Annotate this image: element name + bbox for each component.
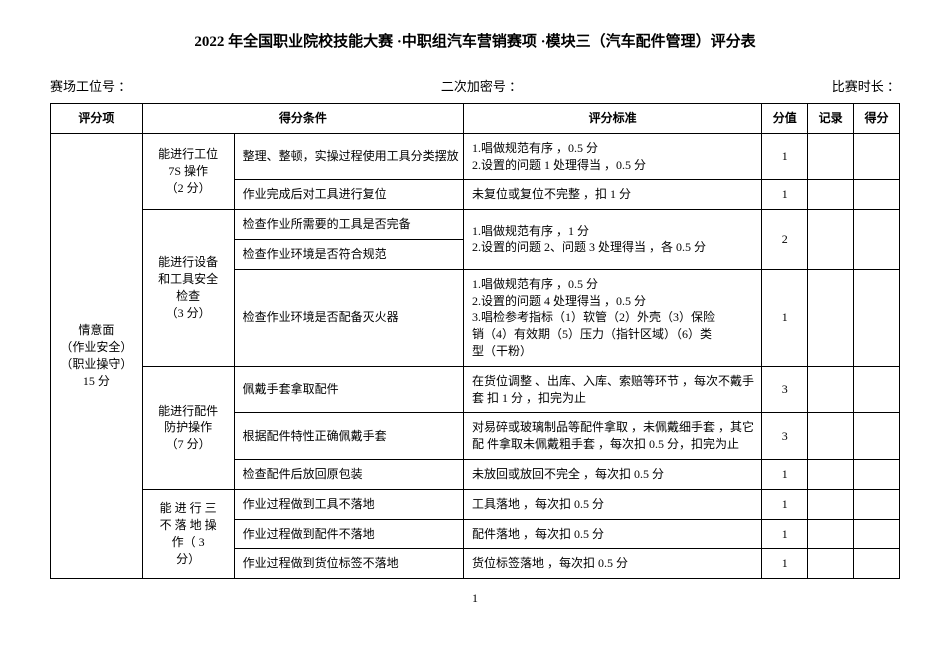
cell-record	[808, 519, 854, 549]
cell-record	[808, 489, 854, 519]
cell-score: 3	[762, 413, 808, 460]
cell-subcategory: 能进行设备和工具安全检查（3 分）	[142, 210, 234, 367]
cell-condition: 检查作业环境是否配备灭火器	[234, 269, 463, 366]
cell-condition: 检查作业所需要的工具是否完备	[234, 210, 463, 240]
cell-category: 情意面（作业安全）（职业操守）15 分	[51, 133, 143, 578]
cell-standard: 1.唱做规范有序 ，0.5 分2.设置的问题 1 处理得当 ，0.5 分	[464, 133, 762, 180]
cell-score: 3	[762, 366, 808, 413]
cell-standard: 货位标签落地 ，每次扣 0.5 分	[464, 549, 762, 579]
header-row: 赛场工位号 ： 二次加密号 ： 比赛时长 ：	[50, 76, 900, 95]
table-row: 能进行配件防护操作（7 分） 佩戴手套拿取配件 在货位调整 、出库、入库、索赔等…	[51, 366, 900, 413]
page-title: 2022 年全国职业院校技能大赛 ·中职组汽车营销赛项 ·模块三（汽车配件管理）…	[50, 30, 900, 51]
col-record: 记录	[808, 104, 854, 134]
cell-got	[854, 519, 900, 549]
cell-got	[854, 413, 900, 460]
cell-score: 2	[762, 210, 808, 270]
cell-standard: 对易碎或玻璃制品等配件拿取 ，未佩戴细手套 ，其它配 件拿取未佩戴粗手套 ，每次…	[464, 413, 762, 460]
cell-standard: 1.唱做规范有序 ，1 分2.设置的问题 2、问题 3 处理得当 ，各 0.5 …	[464, 210, 762, 270]
header-right: 比赛时长 ：	[832, 76, 900, 95]
cell-condition: 检查配件后放回原包装	[234, 459, 463, 489]
cell-subcategory: 能进行配件防护操作（7 分）	[142, 366, 234, 489]
cell-standard: 未复位或复位不完整 ，扣 1 分	[464, 180, 762, 210]
cell-got	[854, 133, 900, 180]
score-table: 评分项 得分条件 评分标准 分值 记录 得分 情意面（作业安全）（职业操守）15…	[50, 103, 900, 579]
cell-standard: 配件落地 ，每次扣 0.5 分	[464, 519, 762, 549]
cell-score: 1	[762, 269, 808, 366]
cell-score: 1	[762, 519, 808, 549]
cell-got	[854, 489, 900, 519]
cell-condition: 根据配件特性正确佩戴手套	[234, 413, 463, 460]
cell-standard: 未放回或放回不完全 ，每次扣 0.5 分	[464, 459, 762, 489]
cell-record	[808, 133, 854, 180]
cell-condition: 佩戴手套拿取配件	[234, 366, 463, 413]
cell-score: 1	[762, 549, 808, 579]
table-header-row: 评分项 得分条件 评分标准 分值 记录 得分	[51, 104, 900, 134]
cell-subcategory: 能 进 行 三不 落 地 操作（ 3分）	[142, 489, 234, 578]
cell-condition: 作业过程做到配件不落地	[234, 519, 463, 549]
cell-got	[854, 549, 900, 579]
col-condition: 得分条件	[142, 104, 463, 134]
cell-score: 1	[762, 180, 808, 210]
cell-record	[808, 549, 854, 579]
cell-got	[854, 269, 900, 366]
col-got: 得分	[854, 104, 900, 134]
header-left: 赛场工位号 ：	[50, 76, 131, 95]
cell-record	[808, 413, 854, 460]
cell-got	[854, 366, 900, 413]
cell-condition: 作业过程做到工具不落地	[234, 489, 463, 519]
cell-standard: 工具落地 ，每次扣 0.5 分	[464, 489, 762, 519]
cell-record	[808, 269, 854, 366]
table-row: 能进行设备和工具安全检查（3 分） 检查作业所需要的工具是否完备 1.唱做规范有…	[51, 210, 900, 240]
cell-standard: 在货位调整 、出库、入库、索赔等环节 ，每次不戴手套 扣 1 分 ，扣完为止	[464, 366, 762, 413]
cell-condition: 作业过程做到货位标签不落地	[234, 549, 463, 579]
cell-record	[808, 459, 854, 489]
cell-condition: 作业完成后对工具进行复位	[234, 180, 463, 210]
cell-standard: 1.唱做规范有序 ，0.5 分2.设置的问题 4 处理得当 ，0.5 分3.唱检…	[464, 269, 762, 366]
cell-got	[854, 459, 900, 489]
table-row: 情意面（作业安全）（职业操守）15 分 能进行工位7S 操作（2 分） 整理、整…	[51, 133, 900, 180]
cell-record	[808, 210, 854, 270]
cell-score: 1	[762, 489, 808, 519]
cell-score: 1	[762, 459, 808, 489]
header-mid: 二次加密号 ：	[441, 76, 522, 95]
col-category: 评分项	[51, 104, 143, 134]
cell-score: 1	[762, 133, 808, 180]
col-score: 分值	[762, 104, 808, 134]
table-row: 能 进 行 三不 落 地 操作（ 3分） 作业过程做到工具不落地 工具落地 ，每…	[51, 489, 900, 519]
cell-condition: 检查作业环境是否符合规范	[234, 239, 463, 269]
cell-record	[808, 366, 854, 413]
cell-got	[854, 210, 900, 270]
col-standard: 评分标准	[464, 104, 762, 134]
cell-subcategory: 能进行工位7S 操作（2 分）	[142, 133, 234, 209]
cell-condition: 整理、整顿，实操过程使用工具分类摆放	[234, 133, 463, 180]
page-number: 1	[50, 591, 900, 606]
cell-got	[854, 180, 900, 210]
cell-record	[808, 180, 854, 210]
